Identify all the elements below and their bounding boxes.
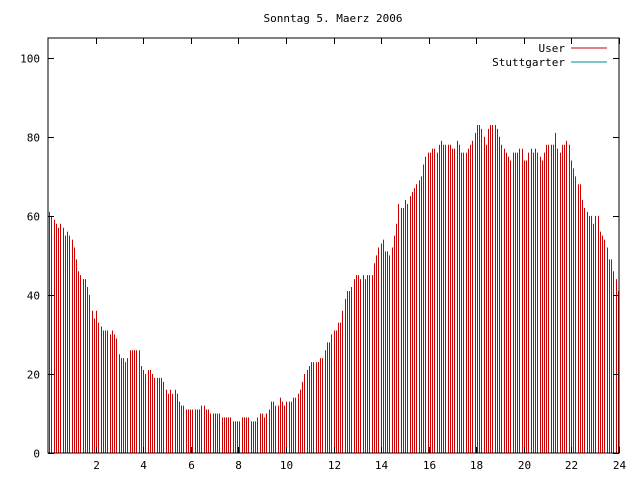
legend-label-stuttgarter: Stuttgarter bbox=[492, 56, 565, 69]
x-tick-label-16: 16 bbox=[423, 459, 436, 472]
y-tick-label-100: 100 bbox=[20, 53, 40, 66]
x-tick-label-14: 14 bbox=[375, 459, 389, 472]
x-tick-label-22: 22 bbox=[565, 459, 578, 472]
legend-label-user: User bbox=[539, 42, 566, 55]
x-tick-label-20: 20 bbox=[518, 459, 531, 472]
y-axis: 0 20 40 60 80 100 bbox=[20, 53, 619, 461]
legend: User Stuttgarter bbox=[492, 42, 607, 69]
y-tick-label-20: 20 bbox=[27, 369, 40, 382]
x-axis: 2 4 6 8 10 12 14 16 18 20 22 24 bbox=[93, 38, 626, 472]
x-tick-label-24: 24 bbox=[613, 459, 627, 472]
y-tick-label-0: 0 bbox=[33, 448, 40, 461]
chart-title: Sonntag 5. Maerz 2006 bbox=[263, 12, 402, 25]
y-tick-label-60: 60 bbox=[27, 211, 40, 224]
x-tick-label-2: 2 bbox=[93, 459, 100, 472]
x-tick-label-6: 6 bbox=[188, 459, 195, 472]
y-tick-label-80: 80 bbox=[27, 132, 40, 145]
x-tick-label-4: 4 bbox=[140, 459, 147, 472]
y-tick-label-40: 40 bbox=[27, 290, 40, 303]
x-tick-label-8: 8 bbox=[235, 459, 242, 472]
user-series-bars bbox=[49, 124, 619, 453]
x-tick-label-12: 12 bbox=[328, 459, 341, 472]
plot-frame bbox=[47, 37, 620, 454]
x-tick-label-10: 10 bbox=[280, 459, 293, 472]
x-tick-label-18: 18 bbox=[470, 459, 483, 472]
